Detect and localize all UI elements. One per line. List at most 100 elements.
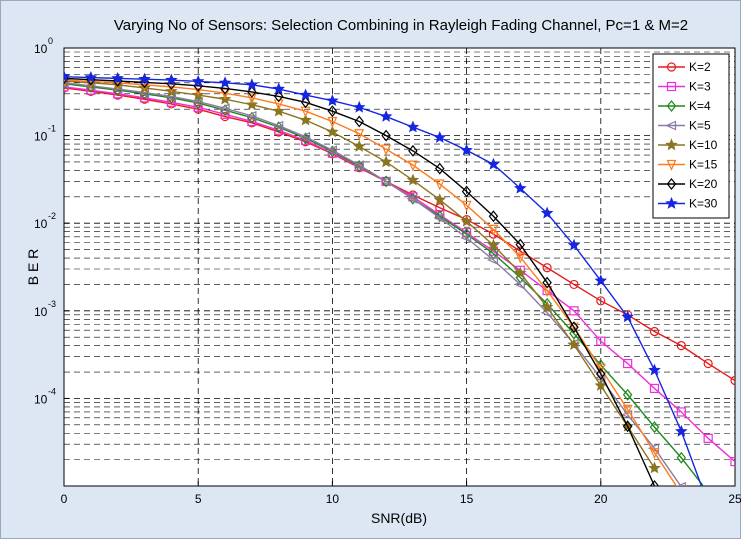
data-point	[704, 487, 712, 497]
legend-label: K=5	[689, 119, 711, 133]
data-point	[514, 266, 527, 279]
data-point	[379, 155, 393, 168]
data-point	[676, 341, 686, 351]
data-point	[352, 160, 364, 171]
data-point	[460, 214, 473, 227]
y-tick-exponent: -1	[48, 124, 56, 134]
legend-label: K=30	[689, 197, 718, 211]
data-point	[569, 322, 579, 334]
data-point	[542, 276, 552, 289]
data-point	[138, 72, 151, 85]
data-point	[487, 157, 500, 170]
data-point	[488, 210, 499, 223]
legend-marker	[666, 178, 677, 190]
legend-entry: K=30	[658, 197, 718, 211]
data-point	[515, 252, 526, 264]
data-point	[488, 224, 499, 236]
data-point	[406, 193, 418, 204]
data-point	[272, 104, 285, 117]
data-point	[622, 404, 633, 416]
data-point	[379, 109, 393, 122]
legend-marker	[666, 159, 677, 171]
x-tick-label: 5	[195, 492, 202, 506]
data-point	[677, 490, 685, 499]
data-point	[327, 105, 338, 118]
data-point	[622, 420, 633, 433]
data-point	[408, 144, 418, 157]
data-point	[191, 96, 203, 107]
data-point	[218, 103, 230, 114]
data-point	[542, 263, 552, 273]
data-point	[648, 461, 661, 474]
legend-label: K=2	[689, 60, 711, 74]
legend-label: K=10	[689, 138, 718, 152]
data-point	[245, 78, 259, 91]
series-line	[64, 77, 656, 486]
legend-entry: K=15	[658, 158, 718, 172]
legend-label: K=4	[689, 99, 711, 113]
y-tick-exponent: -3	[48, 299, 56, 309]
data-point	[542, 286, 553, 298]
data-point	[676, 481, 686, 486]
data-point	[434, 162, 445, 175]
data-point	[594, 274, 608, 287]
data-point	[540, 206, 554, 219]
legend: K=2 K=3 K=4 K=5 K=10 K=15 K=20 K=30	[652, 53, 730, 219]
data-point	[703, 358, 713, 369]
data-point	[703, 499, 713, 508]
data-point	[649, 448, 660, 460]
data-point	[596, 336, 606, 346]
data-point	[649, 326, 660, 337]
data-point	[326, 94, 339, 107]
data-point	[649, 480, 660, 486]
data-point	[191, 74, 205, 87]
data-point	[594, 379, 608, 391]
legend-marker	[666, 100, 677, 112]
series-k-10	[64, 74, 661, 474]
data-point	[299, 113, 312, 126]
y-tick-label: 10	[34, 217, 48, 231]
data-point	[325, 145, 337, 156]
data-point	[165, 73, 178, 86]
data-point	[461, 200, 472, 212]
data-point	[730, 375, 735, 386]
data-point	[487, 238, 500, 251]
legend-entry: K=3	[658, 80, 711, 94]
data-point	[64, 70, 71, 83]
data-point	[514, 181, 527, 194]
data-point	[513, 279, 525, 290]
x-tick-label: 0	[61, 492, 68, 506]
legend-marker	[665, 120, 677, 131]
data-point	[326, 125, 339, 138]
legend-entry: K=2	[658, 60, 711, 74]
data-point	[569, 279, 579, 290]
data-point	[327, 116, 338, 128]
data-point	[676, 451, 687, 464]
legend-entry: K=20	[658, 177, 718, 191]
y-axis-label: B E R	[25, 249, 41, 286]
x-tick-label: 25	[728, 492, 741, 506]
data-point	[246, 93, 257, 105]
x-tick-label: 10	[326, 492, 340, 506]
legend-marker	[666, 81, 677, 92]
data-point	[352, 139, 366, 152]
data-point	[622, 388, 633, 401]
data-point	[381, 129, 391, 142]
plot-frame	[63, 47, 736, 487]
data-point	[245, 110, 257, 121]
data-point	[407, 160, 418, 172]
legend-entry: K=10	[658, 138, 718, 152]
x-tick-label: 20	[594, 492, 608, 506]
data-point	[247, 111, 257, 124]
data-point	[596, 368, 606, 380]
data-point	[381, 144, 392, 156]
y-tick-exponent: -2	[48, 211, 56, 221]
data-point	[675, 424, 688, 437]
data-point	[84, 70, 98, 83]
y-tick-label: 10	[34, 392, 48, 406]
data-point	[594, 373, 606, 384]
data-point	[621, 310, 634, 323]
data-point	[460, 143, 473, 156]
data-point	[596, 296, 606, 306]
data-point	[461, 185, 472, 198]
